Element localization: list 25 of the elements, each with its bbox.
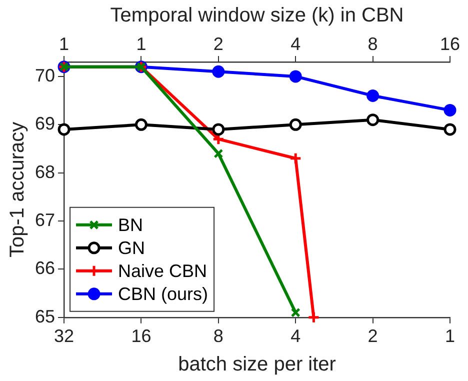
y-tick-label: 68 — [34, 162, 56, 182]
x-tick-label: 8 — [213, 326, 224, 346]
y-tick-label: 66 — [34, 258, 56, 278]
text: 1 — [59, 34, 70, 54]
y-tick-label: 65 — [34, 306, 56, 326]
text: 16 — [440, 34, 460, 54]
legend-label: Naive CBN — [118, 260, 208, 281]
y-axis-title: Top-1 accuracy — [6, 122, 29, 258]
x2-axis-title: Temporal window size (k) in CBN — [110, 4, 404, 27]
y-tick-label: 70 — [34, 65, 56, 86]
y-tick-label: 67 — [34, 210, 56, 230]
y-tick-label: 69 — [34, 114, 56, 134]
legend-label: CBN (ours) — [118, 284, 208, 304]
x-tick-label: 1 — [444, 326, 456, 346]
x-tick-label: 4 — [290, 326, 301, 346]
x-tick-label: 2 — [368, 326, 378, 346]
x-axis-title: batch size per iter — [178, 354, 336, 376]
text: 2 — [213, 34, 224, 54]
x-tick-label: 16 — [131, 326, 152, 346]
text: 8 — [368, 34, 378, 54]
x-tick-label: 32 — [54, 326, 74, 346]
text: 1 — [136, 34, 146, 54]
legend-label: BN — [118, 214, 144, 235]
legend-label: GN — [118, 238, 146, 258]
text: 4 — [290, 34, 301, 54]
